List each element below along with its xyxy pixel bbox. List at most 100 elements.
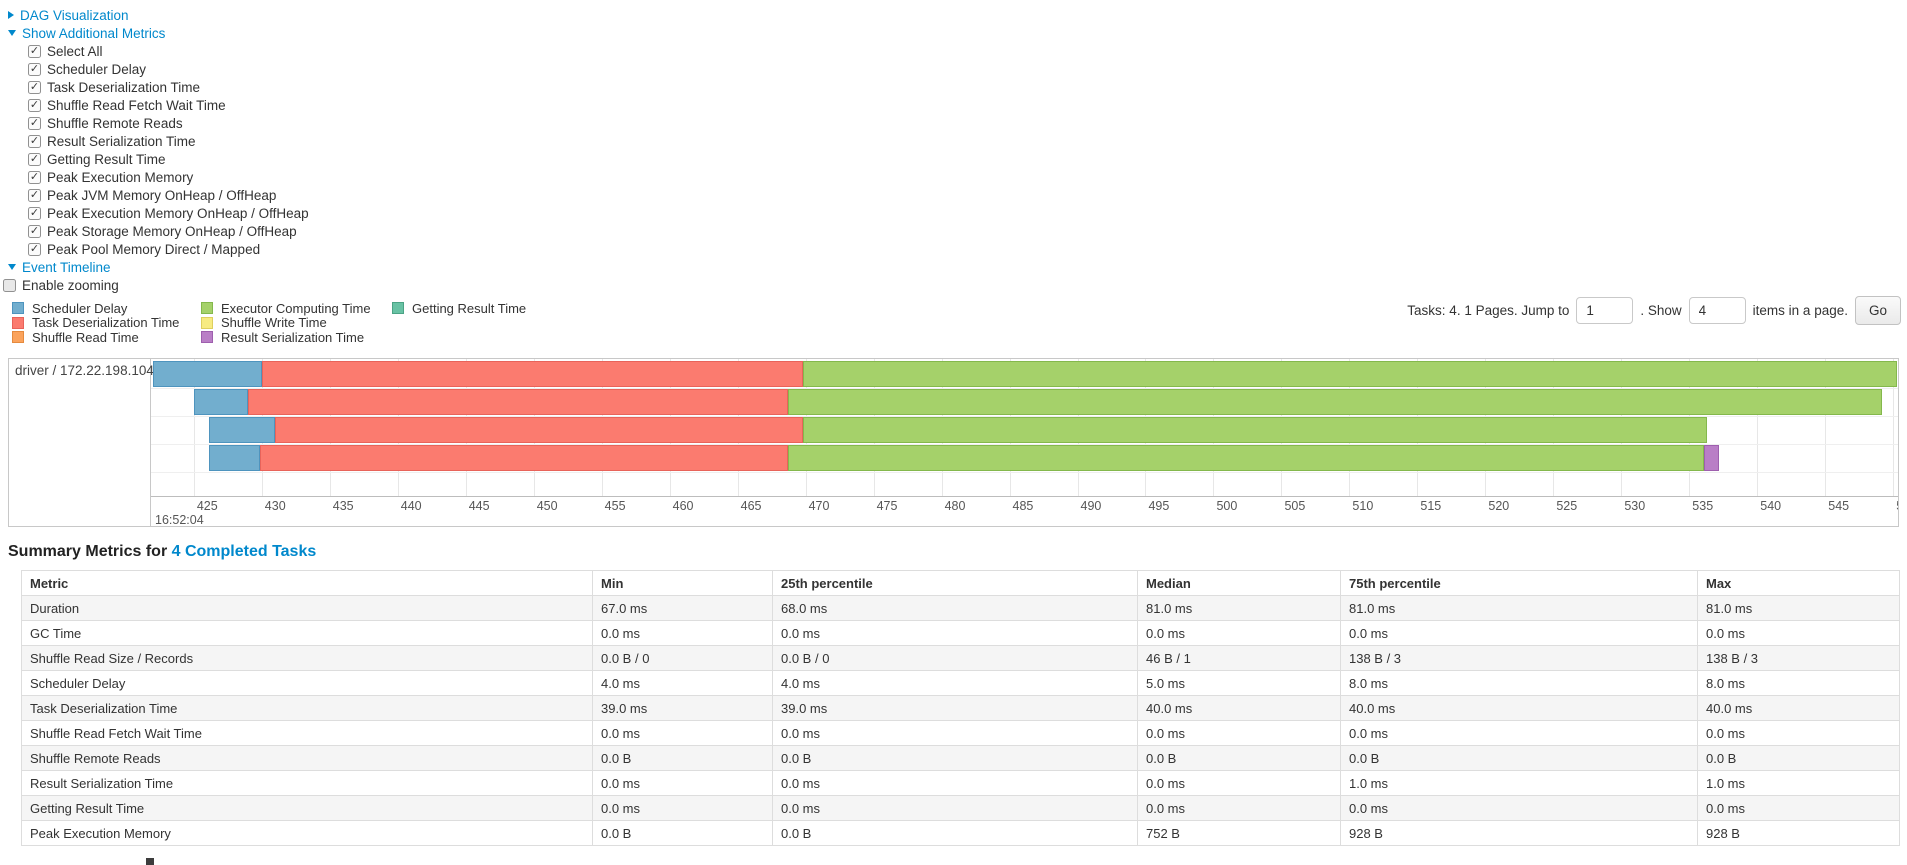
task-1-executor-computing-bar[interactable] xyxy=(787,389,1883,415)
executor-computing-swatch xyxy=(201,302,213,315)
value-cell: 138 B / 3 xyxy=(1697,645,1900,671)
value-cell: 0.0 ms xyxy=(1340,720,1698,746)
metric-option-label: Peak Pool Memory Direct / Mapped xyxy=(47,241,261,257)
legend-label: Task Deserialization Time xyxy=(32,315,180,331)
checked-checkbox[interactable]: ✓ xyxy=(28,224,41,238)
value-cell: 81.0 ms xyxy=(1697,595,1900,621)
axis-tick-label: 430 xyxy=(264,499,286,513)
metric-option[interactable]: ✓ Peak JVM Memory OnHeap / OffHeap xyxy=(28,186,309,204)
legend-item: Getting Result Time xyxy=(392,301,526,316)
event-timeline-toggle[interactable]: Event Timeline xyxy=(8,258,309,276)
checked-checkbox[interactable]: ✓ xyxy=(28,116,41,130)
value-cell: 0.0 ms xyxy=(1137,620,1341,646)
value-cell: 0.0 B xyxy=(1137,745,1341,771)
metric-option[interactable]: ✓ Peak Execution Memory OnHeap / OffHeap xyxy=(28,204,309,222)
table-row: Shuffle Read Size / Records 0.0 B / 0 0.0 … xyxy=(21,645,1900,671)
task-2-task-deserialization-bar[interactable] xyxy=(275,417,803,443)
metric-option[interactable]: ✓ Peak Execution Memory xyxy=(28,168,309,186)
task-3-task-deserialization-bar[interactable] xyxy=(260,445,788,471)
gridline xyxy=(1825,359,1827,496)
value-cell: 0.0 ms xyxy=(592,770,773,796)
metric-cell: Shuffle Read Fetch Wait Time xyxy=(21,720,593,746)
show-additional-metrics-link[interactable]: Show Additional Metrics xyxy=(22,25,166,41)
chevron-right-icon xyxy=(8,11,14,19)
go-button[interactable]: Go xyxy=(1854,296,1901,325)
task-0-executor-computing-bar[interactable] xyxy=(802,361,1898,387)
shuffle-read-swatch xyxy=(12,331,24,344)
metric-option[interactable]: ✓ Shuffle Read Fetch Wait Time xyxy=(28,96,309,114)
value-cell: 0.0 ms xyxy=(1137,720,1341,746)
legend-column: Executor Computing Time Shuffle Write Tim… xyxy=(201,301,392,345)
checked-checkbox[interactable]: ✓ xyxy=(28,206,41,220)
axis-tick-label: 550 xyxy=(1893,499,1898,513)
value-cell: 0.0 ms xyxy=(1137,770,1341,796)
completed-tasks-link[interactable]: 4 Completed Tasks xyxy=(171,543,317,560)
metric-cell: Duration xyxy=(21,595,593,621)
value-cell: 0.0 ms xyxy=(592,795,773,821)
value-cell: 928 B xyxy=(1697,820,1900,846)
metric-cell: GC Time xyxy=(21,620,593,646)
row-separator xyxy=(151,444,1898,445)
metric-option[interactable]: ✓ Scheduler Delay xyxy=(28,60,309,78)
enable-zooming-checkbox[interactable]: ✓ xyxy=(3,278,16,292)
show-additional-metrics-toggle[interactable]: Show Additional Metrics xyxy=(8,24,309,42)
value-cell: 81.0 ms xyxy=(1137,595,1341,621)
shuffle-write-swatch xyxy=(201,316,213,329)
event-timeline-chart: driver / 172.22.198.104 16:52:04 425 430 4… xyxy=(8,358,1899,527)
checked-checkbox[interactable]: ✓ xyxy=(28,242,41,256)
legend-label: Scheduler Delay xyxy=(32,300,128,316)
task-1-scheduler-delay-bar[interactable] xyxy=(193,389,249,415)
jump-to-page-input[interactable] xyxy=(1576,297,1634,324)
task-2-scheduler-delay-bar[interactable] xyxy=(208,417,276,443)
summary-metrics-table: Metric Min 25th percentile Median 75th perce… xyxy=(21,570,1900,846)
axis-tick-label: 495 xyxy=(1148,499,1170,513)
task-3-executor-computing-bar[interactable] xyxy=(787,445,1705,471)
metric-option[interactable]: ✓ Getting Result Time xyxy=(28,150,309,168)
axis-tick-label: 475 xyxy=(876,499,898,513)
value-cell: 68.0 ms xyxy=(772,595,1138,621)
metric-option-label: Peak Execution Memory OnHeap / OffHeap xyxy=(47,205,309,221)
clipped-next-section-text xyxy=(146,858,154,865)
checked-checkbox[interactable]: ✓ xyxy=(28,44,41,58)
checked-checkbox[interactable]: ✓ xyxy=(28,170,41,184)
dag-visualization-toggle[interactable]: DAG Visualization xyxy=(8,6,309,24)
metric-option-label: Getting Result Time xyxy=(47,151,166,167)
checked-checkbox[interactable]: ✓ xyxy=(28,152,41,166)
task-0-scheduler-delay-bar[interactable] xyxy=(153,361,262,387)
metric-option[interactable]: ✓ Result Serialization Time xyxy=(28,132,309,150)
task-3-result-serialization-bar[interactable] xyxy=(1704,445,1720,471)
items-per-page-input[interactable] xyxy=(1688,297,1746,324)
timeline-plot-area xyxy=(151,359,1898,496)
table-row: Scheduler Delay 4.0 ms 4.0 ms 5.0 ms 8.0 ms 8… xyxy=(21,670,1900,696)
task-1-task-deserialization-bar[interactable] xyxy=(248,389,788,415)
show-text: . Show xyxy=(1640,303,1682,318)
metric-option[interactable]: ✓ Select All xyxy=(28,42,309,60)
executor-group-label: driver / 172.22.198.104 xyxy=(15,363,154,378)
checked-checkbox[interactable]: ✓ xyxy=(28,188,41,202)
axis-tick-label: 470 xyxy=(808,499,830,513)
task-2-executor-computing-bar[interactable] xyxy=(802,417,1707,443)
value-cell: 0.0 ms xyxy=(772,620,1138,646)
checked-checkbox[interactable]: ✓ xyxy=(28,62,41,76)
checked-checkbox[interactable]: ✓ xyxy=(28,98,41,112)
checked-checkbox[interactable]: ✓ xyxy=(28,134,41,148)
value-cell: 0.0 ms xyxy=(772,720,1138,746)
dag-visualization-link[interactable]: DAG Visualization xyxy=(20,7,129,23)
task-3-scheduler-delay-bar[interactable] xyxy=(208,445,261,471)
legend-label: Shuffle Write Time xyxy=(221,315,327,331)
axis-tick-label: 445 xyxy=(468,499,490,513)
row-separator xyxy=(151,472,1898,473)
task-0-task-deserialization-bar[interactable] xyxy=(261,361,803,387)
event-timeline-link[interactable]: Event Timeline xyxy=(22,259,111,275)
metric-option[interactable]: ✓ Shuffle Remote Reads xyxy=(28,114,309,132)
checked-checkbox[interactable]: ✓ xyxy=(28,80,41,94)
value-cell: 4.0 ms xyxy=(592,670,773,696)
enable-zooming-option[interactable]: ✓ Enable zooming xyxy=(3,276,309,294)
value-cell: 138 B / 3 xyxy=(1340,645,1698,671)
metric-option[interactable]: ✓ Peak Storage Memory OnHeap / OffHeap xyxy=(28,222,309,240)
metric-option[interactable]: ✓ Task Deserialization Time xyxy=(28,78,309,96)
metric-cell: Getting Result Time xyxy=(21,795,593,821)
axis-tick-label: 505 xyxy=(1284,499,1306,513)
table-row: Duration 67.0 ms 68.0 ms 81.0 ms 81.0 ms 81.0… xyxy=(21,595,1900,621)
metric-option[interactable]: ✓ Peak Pool Memory Direct / Mapped xyxy=(28,240,309,258)
